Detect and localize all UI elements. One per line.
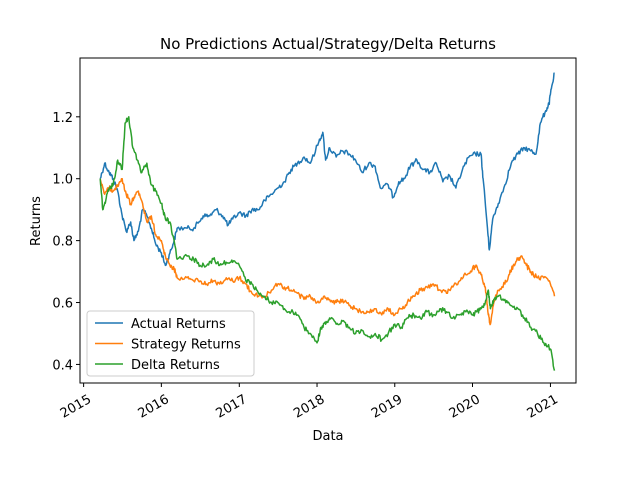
- legend-label: Delta Returns: [131, 358, 220, 373]
- chart-title: No Predictions Actual/Strategy/Delta Ret…: [160, 35, 496, 53]
- series-line-delta-returns: [99, 116, 556, 371]
- axes-frame: [79, 57, 577, 384]
- series-line-strategy-returns: [99, 177, 556, 326]
- legend-box: [86, 310, 255, 377]
- y-tick-label: 0.8: [52, 235, 73, 250]
- plot-area: [99, 72, 556, 371]
- legend-label: Actual Returns: [131, 317, 226, 332]
- y-tick-label: 0.4: [52, 358, 73, 373]
- y-tick-label: 1.0: [52, 173, 73, 188]
- y-tick-label: 1.2: [52, 111, 73, 126]
- y-axis-label: Returns: [29, 196, 44, 246]
- y-axis: 0.4 0.6 0.8 1.0 1.2: [52, 111, 80, 373]
- legend: Actual Returns Strategy Returns Delta Retu…: [86, 310, 255, 377]
- series-line-actual-returns: [99, 72, 555, 267]
- x-axis-label: Data: [312, 429, 343, 444]
- y-tick-label: 0.6: [52, 297, 73, 312]
- legend-label: Strategy Returns: [131, 338, 241, 353]
